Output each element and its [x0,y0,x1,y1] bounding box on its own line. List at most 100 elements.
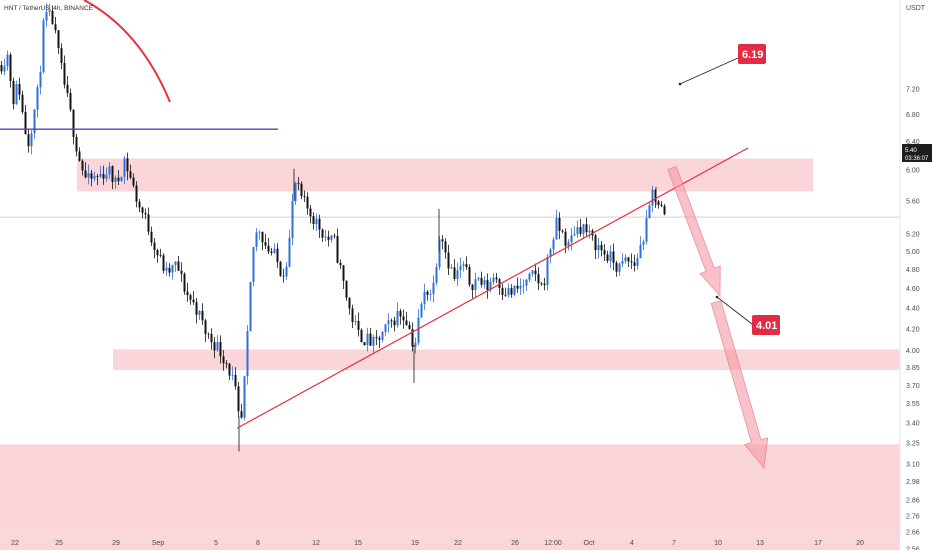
candle-body-219 [657,201,660,205]
candle-body-203 [609,251,612,261]
candle-104 [312,212,315,230]
candle-118 [354,315,357,326]
candle-55 [165,261,168,276]
candle-body-65 [195,302,198,315]
candle-76 [228,363,231,381]
candle-53 [159,248,162,258]
candle-body-100 [300,183,303,197]
candle-body-13 [39,72,42,88]
candle-219 [657,199,660,209]
candle-56 [168,263,171,277]
candle-24 [72,109,75,145]
candle-60 [180,262,183,282]
candle-body-29 [87,173,90,178]
candle-body-195 [585,224,588,233]
candle-body-147 [441,239,444,242]
candle-79 [237,382,240,418]
price-tick-9: 3.70 [906,383,920,390]
candle-body-27 [81,160,84,171]
time-tick-7: 15 [354,540,362,547]
candle-160 [480,271,483,288]
price-tick-10: 3.85 [906,365,920,372]
candle-181 [543,277,546,291]
price-tick-14: 4.60 [906,286,920,293]
candle-52 [156,248,159,263]
candle-192 [576,220,579,238]
candle-body-120 [360,329,363,343]
candle-body-22 [66,84,69,94]
candle-138 [414,337,417,354]
candle-139 [417,309,420,346]
bar-countdown: 03:36:07 [905,156,929,162]
callout-6-19-anchor [678,82,682,86]
candle-44 [132,173,135,188]
resistance-zone [77,158,813,192]
candle-171 [513,285,516,297]
candle-157 [471,284,474,299]
candle-102 [306,192,309,215]
candle-127 [381,331,384,343]
candle-body-221 [663,206,666,215]
candle-58 [174,261,177,272]
candle-195 [585,217,588,236]
candle-body-217 [651,189,654,206]
candle-87 [261,231,264,251]
price-tick-18: 5.60 [906,198,920,205]
candle-body-48 [144,212,147,215]
candle-body-92 [276,248,279,262]
candle-48 [144,208,147,220]
candle-17 [51,5,54,25]
candle-216 [648,201,651,219]
candle-body-122 [366,333,369,346]
candle-body-201 [603,250,606,255]
candle-28 [84,162,87,179]
candle-221 [663,203,666,216]
symbol-title: HNT / TetherUS, 4h, BINANCE [4,5,94,12]
candle-61 [183,272,186,295]
candle-body-143 [429,293,432,295]
candle-167 [501,283,504,301]
candle-199 [597,237,600,259]
candle-body-159 [477,277,480,280]
candle-body-132 [396,310,399,326]
time-tick-3: Sep [152,540,165,547]
candle-body-206 [618,263,621,272]
candle-88 [264,234,267,249]
candle-203 [609,245,612,268]
candle-182 [546,254,549,291]
candle-body-19 [57,30,60,49]
candle-4 [12,77,15,110]
candle-body-86 [258,231,261,233]
candle-body-94 [282,275,285,277]
candle-body-59 [177,261,180,271]
candle-68 [204,318,207,342]
candle-body-28 [84,170,87,178]
candle-142 [426,290,429,301]
projection-arrow-1 [667,165,721,298]
candle-66 [198,310,201,320]
candle-body-213 [639,244,642,259]
candle-193 [579,218,582,237]
candle-body-26 [78,151,81,161]
price-tick-21: 6.80 [906,112,920,119]
candle-body-142 [426,291,429,295]
candle-body-82 [246,331,249,377]
time-tick-12: Oct [584,540,595,547]
candle-body-10 [30,133,33,147]
candle-73 [219,335,222,364]
candle-body-83 [249,281,252,332]
candle-body-12 [36,87,39,110]
candle-26 [78,147,81,162]
candle-body-130 [390,320,393,322]
candle-198 [594,233,597,260]
candle-170 [510,284,513,298]
candle-body-20 [60,48,63,63]
last-price-value: 5.40 [905,148,917,154]
candle-186 [558,212,561,240]
candle-125 [375,329,378,346]
candle-172 [516,277,519,293]
candle-78 [234,367,237,390]
price-tick-11: 4.00 [906,348,920,355]
parabolic-arc [83,0,171,103]
